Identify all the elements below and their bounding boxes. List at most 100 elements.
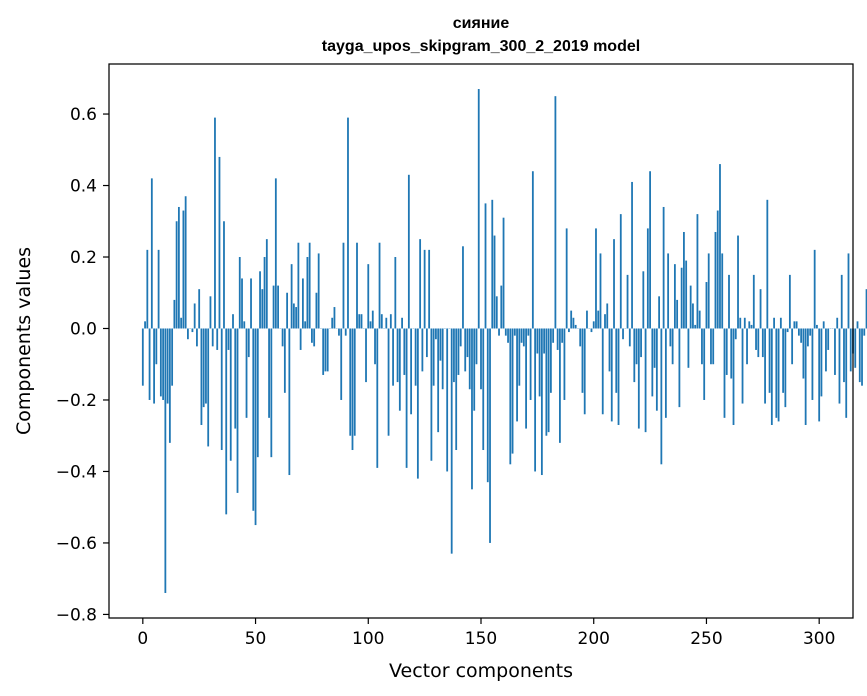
bar-124 [421,328,424,372]
bar-188 [565,228,568,329]
bar-312 [845,328,848,418]
bar-179 [545,328,548,436]
bar-249 [703,328,706,400]
bar-112 [394,257,397,329]
bar-278 [768,328,771,393]
bar-265 [739,317,742,329]
bar-126 [425,328,428,358]
bar-82 [326,328,329,372]
bar-36 [223,221,225,329]
bar-229 [658,296,661,329]
x-axis-ticks: 0 50 100 150 200 250 300 [137,618,835,649]
bar-210 [615,328,618,393]
bar-33 [216,328,219,350]
bar-10 [164,328,167,593]
bar-288 [791,328,794,365]
bar-246 [696,214,699,329]
bar-18 [182,210,185,329]
bar-252 [710,328,712,365]
y-tick-label-4: 0.0 [70,319,97,339]
bar-201 [595,228,597,329]
bar-69 [297,242,300,329]
y-axis-ticks: −0.8 −0.6 −0.4 −0.2 0.0 0.2 0.4 0.6 [56,105,109,625]
bar-24 [196,328,198,347]
bar-31 [211,328,214,347]
bar-70 [299,328,302,350]
bar-121 [414,328,417,386]
bar-282 [777,328,780,422]
bar-254 [714,231,717,329]
bar-43 [238,257,241,329]
bar-187 [563,328,566,400]
bar-102 [371,310,374,329]
bar-319 [861,328,863,386]
bar-258 [723,328,726,418]
bar-302 [822,321,825,329]
bar-200 [592,321,595,329]
bar-117 [405,328,408,468]
bar-130 [435,328,437,340]
bar-209 [613,239,615,329]
bar-72 [304,321,307,329]
bar-105 [378,242,381,329]
bar-317 [856,321,859,329]
bar-253 [712,328,715,365]
bar-169 [522,328,525,347]
bar-235 [671,328,674,365]
bar-299 [816,324,818,329]
bar-47 [247,328,250,358]
bar-281 [775,328,778,418]
bar-218 [633,328,636,383]
bar-115 [401,317,403,329]
bar-280 [773,317,775,329]
bar-194 [579,328,582,347]
bar-26 [200,328,203,425]
bar-144 [466,328,469,358]
bar-11 [166,328,169,404]
bar-217 [631,181,633,329]
bar-226 [651,328,654,397]
bar-141 [459,328,462,347]
bar-58 [272,285,275,329]
bar-17 [180,317,183,329]
bar-207 [608,328,611,372]
bar-277 [766,199,769,329]
bar-177 [540,328,543,476]
bar-67 [292,303,295,329]
bar-240 [683,231,685,329]
bar-5 [153,328,155,404]
bar-92 [349,328,352,436]
bar-99 [365,328,367,383]
bar-118 [407,174,410,329]
bar-227 [653,328,656,368]
bar-89 [342,242,345,329]
bar-113 [396,328,399,383]
bar-160 [502,217,505,329]
bar-267 [743,317,746,329]
bar-37 [225,328,228,515]
y-tick-label-3: −0.2 [56,391,97,411]
bar-20 [187,328,189,340]
bar-289 [793,321,796,329]
bar-241 [685,260,688,329]
y-tick-label-2: −0.4 [56,462,97,482]
bar-245 [694,324,697,329]
bar-15 [175,221,178,329]
bar-219 [635,328,638,365]
bar-276 [764,328,766,404]
bar-93 [351,328,354,451]
bar-155 [491,199,494,329]
bar-109 [387,328,390,436]
bar-261 [730,328,733,379]
bar-19 [184,196,187,329]
bar-242 [687,328,690,368]
bar-220 [637,328,640,429]
bar-181 [549,328,552,393]
bar-285 [784,328,787,408]
bar-290 [795,321,798,329]
x-tick-label-200: 200 [578,629,610,649]
bar-284 [782,328,785,393]
bar-176 [538,328,541,397]
bars-group [141,89,867,593]
bar-286 [786,328,789,333]
